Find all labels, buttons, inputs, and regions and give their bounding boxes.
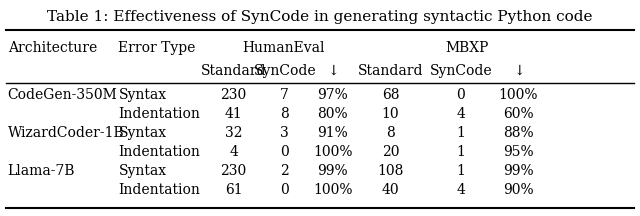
- Text: 230: 230: [220, 164, 247, 178]
- Text: 8: 8: [386, 126, 395, 140]
- Text: HumanEval: HumanEval: [243, 41, 324, 54]
- Text: 40: 40: [381, 183, 399, 197]
- Text: 1: 1: [456, 126, 465, 140]
- Text: 68: 68: [381, 88, 399, 102]
- Text: WizardCoder-1B: WizardCoder-1B: [8, 126, 124, 140]
- Text: 80%: 80%: [317, 107, 348, 121]
- Text: 3: 3: [280, 126, 289, 140]
- Text: Error Type: Error Type: [118, 41, 196, 54]
- Text: 230: 230: [220, 88, 247, 102]
- Text: 8: 8: [280, 107, 289, 121]
- Text: SynCode: SynCode: [253, 64, 316, 78]
- Text: 32: 32: [225, 126, 243, 140]
- Text: 10: 10: [381, 107, 399, 121]
- Text: 95%: 95%: [503, 145, 534, 159]
- Text: 100%: 100%: [313, 145, 353, 159]
- Text: Indentation: Indentation: [118, 107, 200, 121]
- Text: 88%: 88%: [503, 126, 534, 140]
- Text: Indentation: Indentation: [118, 183, 200, 197]
- Text: 4: 4: [456, 183, 465, 197]
- Text: 97%: 97%: [317, 88, 348, 102]
- Text: ↓: ↓: [327, 64, 339, 78]
- Text: 4: 4: [456, 107, 465, 121]
- Text: Llama-7B: Llama-7B: [8, 164, 75, 178]
- Text: Indentation: Indentation: [118, 145, 200, 159]
- Text: 60%: 60%: [503, 107, 534, 121]
- Text: 100%: 100%: [313, 183, 353, 197]
- Text: 61: 61: [225, 183, 243, 197]
- Text: 4: 4: [229, 145, 238, 159]
- Text: 90%: 90%: [503, 183, 534, 197]
- Text: Standard: Standard: [358, 64, 423, 78]
- Text: MBXP: MBXP: [445, 41, 489, 54]
- Text: 91%: 91%: [317, 126, 348, 140]
- Text: 108: 108: [377, 164, 404, 178]
- Text: 99%: 99%: [317, 164, 348, 178]
- Text: Table 1: Effectiveness of SynCode in generating syntactic Python code: Table 1: Effectiveness of SynCode in gen…: [47, 10, 593, 24]
- Text: Syntax: Syntax: [118, 164, 166, 178]
- Text: ↓: ↓: [513, 64, 524, 78]
- Text: 99%: 99%: [503, 164, 534, 178]
- Text: SynCode: SynCode: [429, 64, 492, 78]
- Text: 0: 0: [280, 183, 289, 197]
- Text: 0: 0: [456, 88, 465, 102]
- Text: Syntax: Syntax: [118, 88, 166, 102]
- Text: 100%: 100%: [499, 88, 538, 102]
- Text: 41: 41: [225, 107, 243, 121]
- Text: 20: 20: [381, 145, 399, 159]
- Text: Architecture: Architecture: [8, 41, 97, 54]
- Text: 0: 0: [280, 145, 289, 159]
- Text: 7: 7: [280, 88, 289, 102]
- Text: 1: 1: [456, 145, 465, 159]
- Text: Standard: Standard: [201, 64, 266, 78]
- Text: 2: 2: [280, 164, 289, 178]
- Text: CodeGen-350M: CodeGen-350M: [8, 88, 117, 102]
- Text: Syntax: Syntax: [118, 126, 166, 140]
- Text: 1: 1: [456, 164, 465, 178]
